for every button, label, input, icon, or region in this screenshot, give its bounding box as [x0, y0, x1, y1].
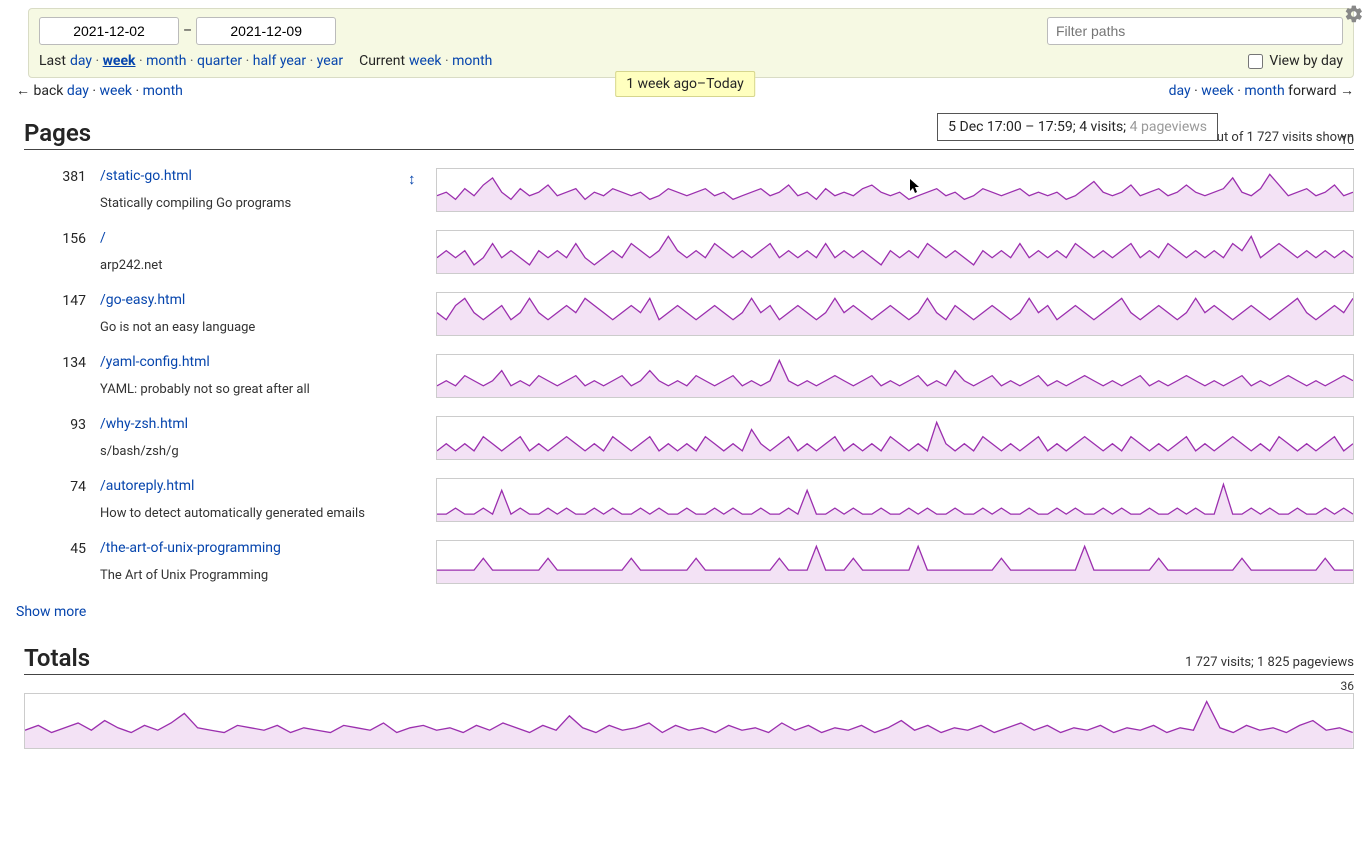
page-sparkline[interactable] — [436, 478, 1354, 522]
date-sep: – — [183, 23, 192, 39]
current-label: Current — [359, 53, 405, 69]
page-sparkline[interactable] — [436, 416, 1354, 460]
last-label: Last — [39, 53, 66, 69]
page-description: arp242.net — [100, 258, 402, 273]
back-link-day[interactable]: day — [67, 83, 89, 99]
show-more-link[interactable]: Show more — [16, 604, 86, 620]
page-path-link[interactable]: /autoreply.html — [100, 478, 194, 494]
filter-paths-input[interactable] — [1047, 17, 1343, 45]
page-description: The Art of Unix Programming — [100, 568, 402, 583]
fwd-link-week[interactable]: week — [1201, 83, 1233, 99]
last-link-quarter[interactable]: quarter — [197, 53, 242, 69]
page-row: 45/the-art-of-unix-programming The Art of… — [24, 540, 1354, 584]
page-sparkline[interactable] — [436, 354, 1354, 398]
header-bar: – Last day · week · month · quarter · ha… — [28, 8, 1354, 78]
page-path-link[interactable]: / — [100, 230, 106, 246]
page-row: 93/why-zsh.html s/bash/zsh/g — [24, 416, 1354, 460]
page-sparkline[interactable] — [436, 540, 1354, 584]
chart-tooltip: 5 Dec 17:00 – 17:59; 4 visits; 4 pagevie… — [937, 113, 1218, 141]
totals-chart[interactable] — [24, 693, 1354, 749]
totals-y-max: 36 — [1341, 679, 1355, 693]
pages-section: Pages 1 146 out of 1 727 visits shown 5 … — [24, 119, 1354, 584]
last-link-half-year[interactable]: half year — [253, 53, 306, 69]
pages-title: Pages — [24, 119, 91, 147]
page-row: 134/yaml-config.html YAML: probably not s… — [24, 354, 1354, 398]
last-link-month[interactable]: month — [146, 53, 186, 69]
last-link-week[interactable]: week — [103, 53, 136, 69]
page-row: 381/static-go.html Statically compiling G… — [24, 168, 1354, 212]
page-visit-count: 45 — [24, 540, 86, 557]
totals-section: Totals 1 727 visits; 1 825 pageviews 36 — [24, 644, 1354, 749]
last-link-day[interactable]: day — [70, 53, 92, 69]
expand-icon[interactable]: ↕ — [408, 170, 416, 188]
back-link-month[interactable]: month — [143, 83, 183, 99]
page-visit-count: 381 — [24, 168, 86, 185]
page-path-link[interactable]: /static-go.html — [100, 168, 192, 184]
page-visit-count: 74 — [24, 478, 86, 495]
page-row: 147/go-easy.html Go is not an easy langua… — [24, 292, 1354, 336]
date-from-input[interactable] — [39, 17, 179, 45]
date-to-input[interactable] — [196, 17, 336, 45]
chart-y-max: 10 — [1341, 133, 1355, 147]
page-path-link[interactable]: /the-art-of-unix-programming — [100, 540, 281, 556]
view-by-day-checkbox[interactable] — [1248, 54, 1263, 69]
current-link-week[interactable]: week — [409, 53, 441, 69]
page-row: 74/autoreply.html How to detect automatic… — [24, 478, 1354, 522]
page-row: 156 / arp242.net — [24, 230, 1354, 274]
last-link-year[interactable]: year — [317, 53, 343, 69]
fwd-suffix: forward → — [1288, 83, 1354, 99]
back-link-week[interactable]: week — [100, 83, 132, 99]
range-badge: 1 week ago–Today — [615, 71, 755, 97]
fwd-link-month[interactable]: month — [1244, 83, 1284, 99]
page-description: Go is not an easy language — [100, 320, 402, 335]
page-sparkline[interactable] — [436, 292, 1354, 336]
current-link-month[interactable]: month — [452, 53, 492, 69]
page-description: s/bash/zsh/g — [100, 444, 402, 459]
page-description: Statically compiling Go programs — [100, 196, 402, 211]
page-visit-count: 156 — [24, 230, 86, 247]
totals-title: Totals — [24, 644, 90, 672]
fwd-link-day[interactable]: day — [1169, 83, 1191, 99]
settings-icon[interactable] — [1344, 4, 1364, 28]
page-description: How to detect automatically generated em… — [100, 506, 402, 521]
page-path-link[interactable]: /yaml-config.html — [100, 354, 210, 370]
page-sparkline[interactable] — [436, 230, 1354, 274]
page-description: YAML: probably not so great after all — [100, 382, 402, 397]
totals-summary: 1 727 visits; 1 825 pageviews — [1185, 655, 1354, 670]
view-by-day-label[interactable]: View by day — [1248, 53, 1343, 69]
page-path-link[interactable]: /go-easy.html — [100, 292, 185, 308]
page-visit-count: 93 — [24, 416, 86, 433]
nav-row: ← back day · week · month 1 week ago–Tod… — [16, 82, 1354, 99]
back-prefix: ← back — [16, 83, 63, 99]
page-sparkline[interactable] — [436, 168, 1354, 212]
page-visit-count: 134 — [24, 354, 86, 371]
page-path-link[interactable]: /why-zsh.html — [100, 416, 188, 432]
page-visit-count: 147 — [24, 292, 86, 309]
